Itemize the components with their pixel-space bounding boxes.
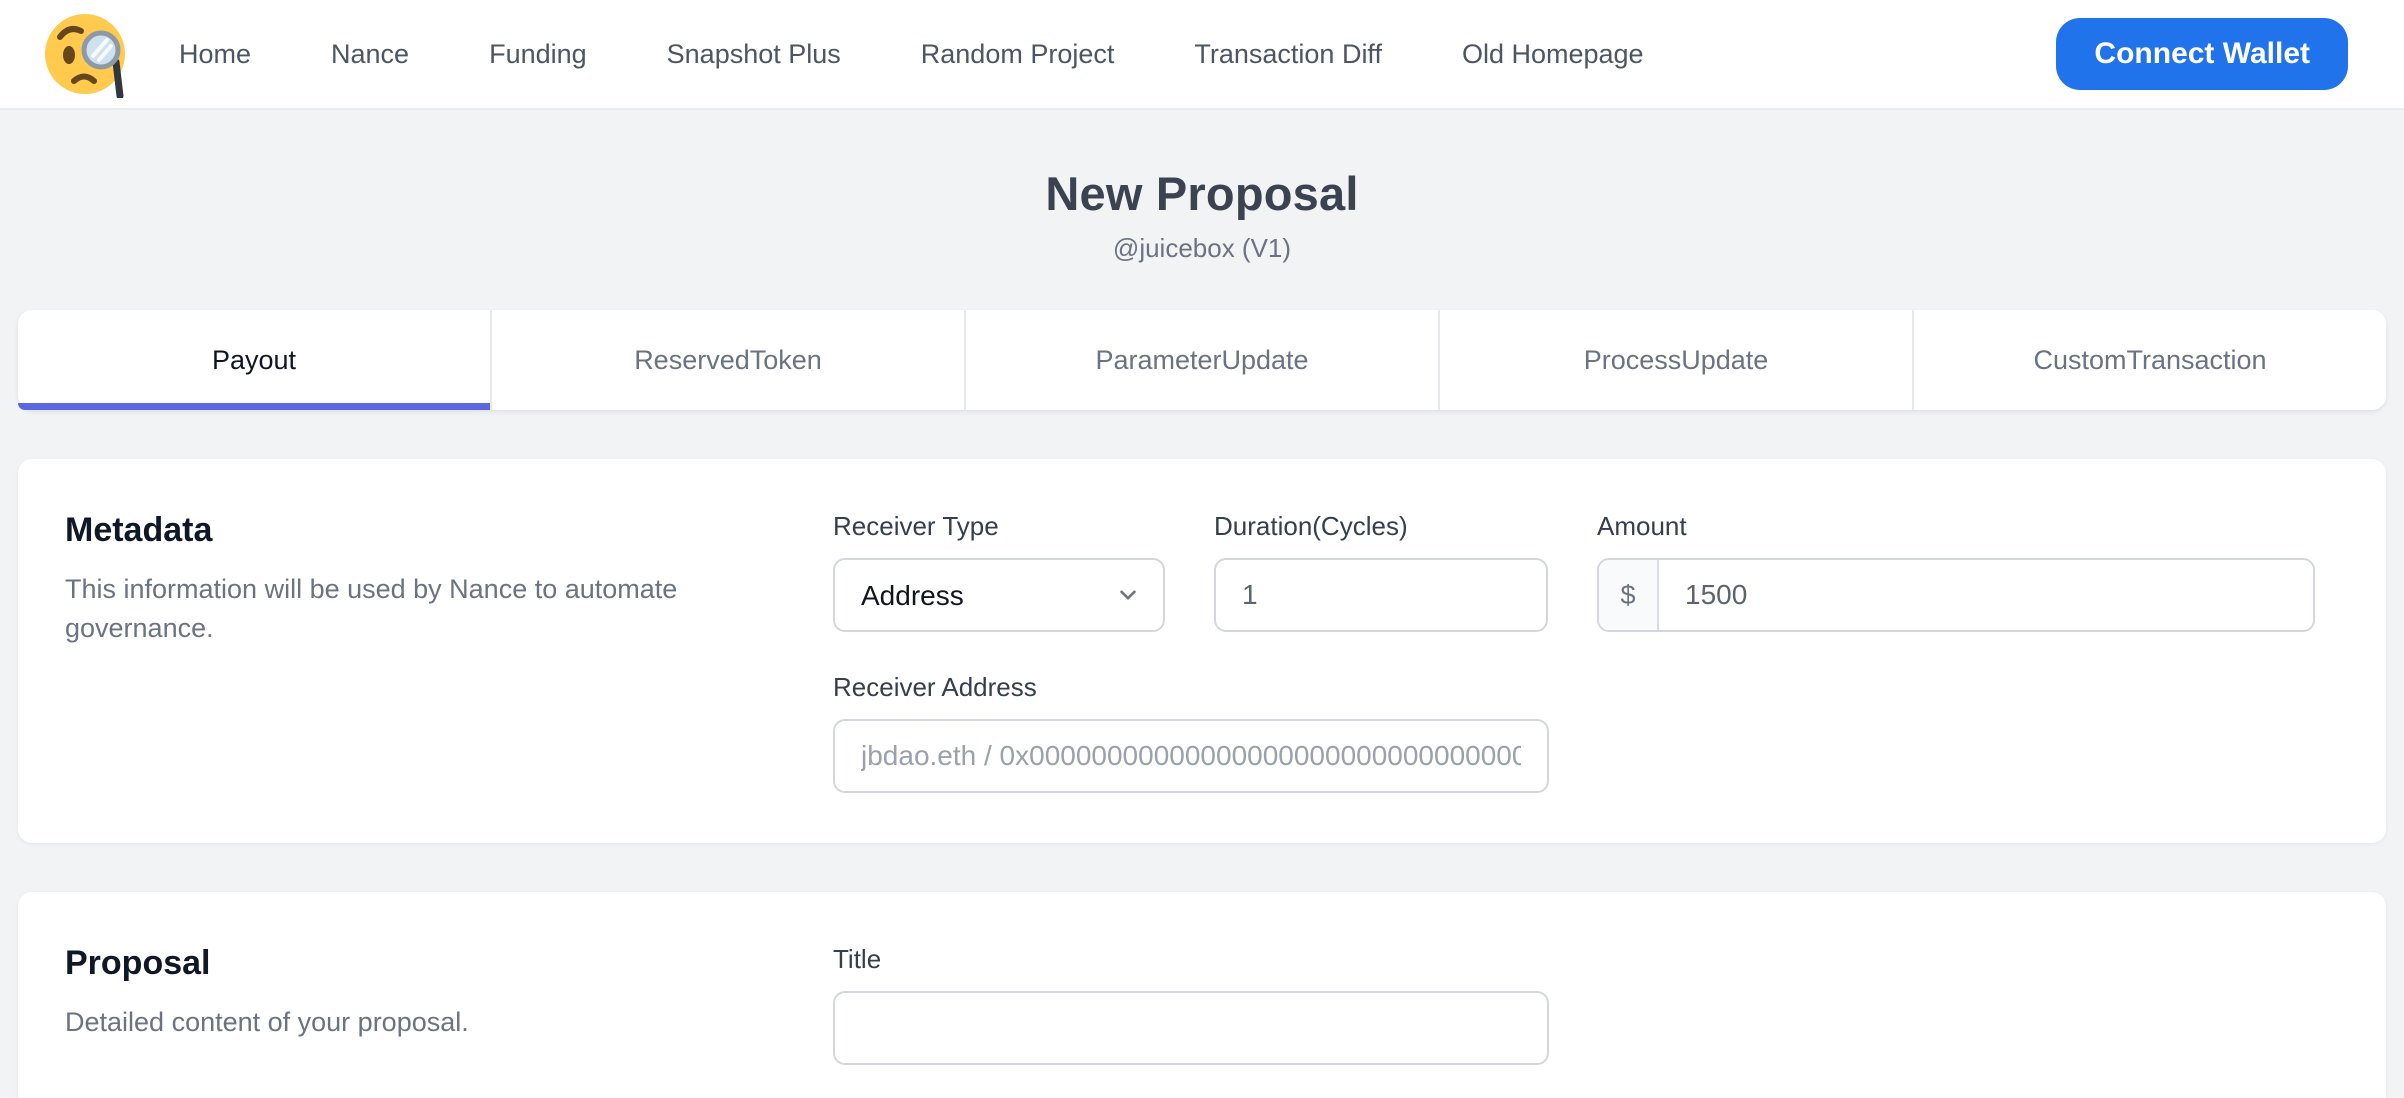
- page-subtitle: @juicebox (V1): [1112, 233, 1292, 263]
- proposal-card: Proposal Detailed content of your propos…: [18, 892, 2386, 1098]
- nav-link-nance[interactable]: Nance: [331, 38, 410, 69]
- title-label: Title: [833, 944, 882, 974]
- nav-link-funding[interactable]: Funding: [489, 38, 587, 69]
- tab-reserved-token[interactable]: ReservedToken: [492, 310, 966, 410]
- metadata-card-intro: Metadata This information will be used b…: [65, 511, 833, 793]
- page-header: New Proposal @juicebox (V1): [0, 166, 2404, 264]
- tab-process-update[interactable]: ProcessUpdate: [1440, 310, 1914, 410]
- page-title: New Proposal: [1045, 167, 1359, 220]
- receiver-type-field: Receiver Type Address: [833, 511, 1165, 632]
- currency-prefix: $: [1599, 560, 1659, 630]
- nav-link-snapshot-plus[interactable]: Snapshot Plus: [666, 38, 841, 69]
- metadata-card-title: Metadata: [65, 511, 213, 549]
- proposal-card-description: Detailed content of your proposal.: [65, 1007, 469, 1037]
- monocle-face-logo-icon[interactable]: [43, 10, 131, 100]
- proposal-card-title: Proposal: [65, 944, 211, 982]
- duration-label: Duration(Cycles): [1214, 511, 1408, 541]
- amount-field: Amount $: [1597, 511, 2315, 632]
- metadata-card-form: Receiver Type Address Duration(Cycles): [833, 511, 2315, 793]
- tab-payout[interactable]: Payout: [18, 310, 492, 410]
- receiver-type-select[interactable]: Address: [833, 558, 1165, 632]
- tab-parameter-update[interactable]: ParameterUpdate: [966, 310, 1440, 410]
- receiver-address-label: Receiver Address: [833, 672, 1037, 702]
- amount-input[interactable]: [1659, 560, 2313, 630]
- nav-links: Home Nance Funding Snapshot Plus Random …: [179, 39, 1644, 70]
- proposal-card-intro: Proposal Detailed content of your propos…: [65, 944, 833, 1098]
- receiver-type-label: Receiver Type: [833, 511, 999, 541]
- proposal-type-tabs: Payout ReservedToken ParameterUpdate Pro…: [18, 310, 2386, 410]
- receiver-address-input[interactable]: [833, 719, 1549, 793]
- title-field: Title: [833, 944, 1549, 1065]
- receiver-address-field: Receiver Address: [833, 672, 1549, 793]
- duration-field: Duration(Cycles): [1214, 511, 1548, 632]
- metadata-card: Metadata This information will be used b…: [18, 459, 2386, 843]
- nav-link-home[interactable]: Home: [179, 38, 252, 69]
- amount-label: Amount: [1597, 511, 1687, 541]
- top-nav: Home Nance Funding Snapshot Plus Random …: [0, 0, 2404, 110]
- title-input[interactable]: [833, 991, 1549, 1065]
- nav-link-old-homepage[interactable]: Old Homepage: [1461, 38, 1644, 69]
- tab-custom-transaction[interactable]: CustomTransaction: [1914, 310, 2386, 410]
- connect-wallet-button[interactable]: Connect Wallet: [2056, 18, 2348, 90]
- nav-link-transaction-diff[interactable]: Transaction Diff: [1194, 38, 1382, 69]
- duration-input[interactable]: [1214, 558, 1548, 632]
- nav-link-random-project[interactable]: Random Project: [920, 38, 1115, 69]
- proposal-card-form: Title: [833, 944, 2315, 1098]
- metadata-card-description: This information will be used by Nance t…: [65, 574, 678, 644]
